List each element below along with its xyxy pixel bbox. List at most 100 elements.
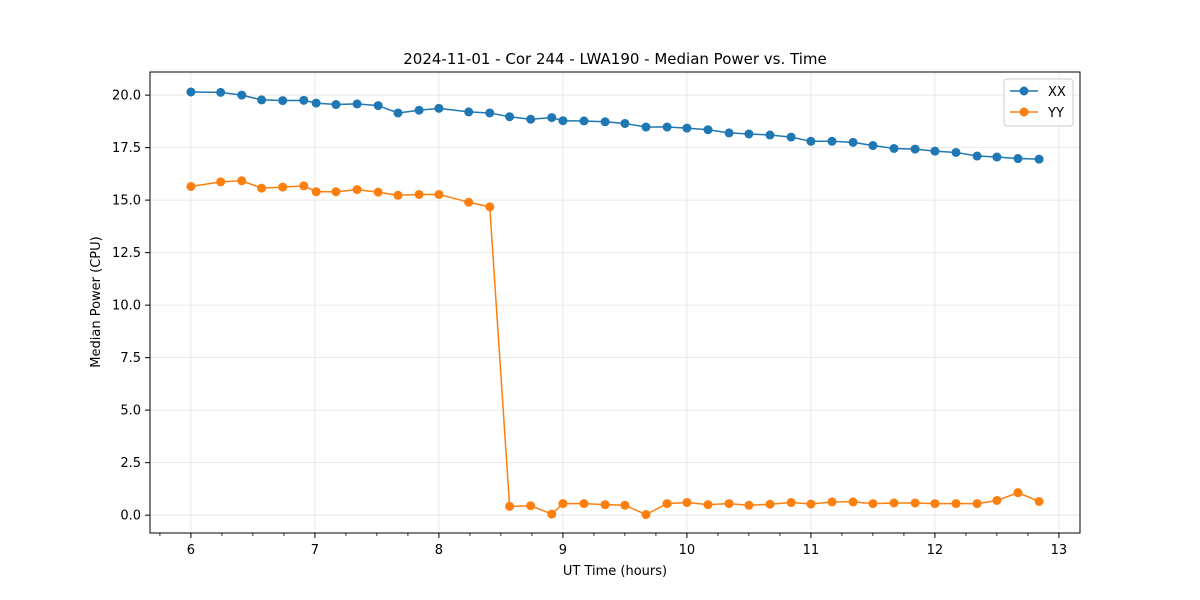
data-point-yy [1013,488,1023,498]
data-point-yy [910,498,920,508]
legend-marker-xx [1019,86,1029,96]
data-point-yy [682,498,692,508]
data-point-xx [526,114,536,124]
legend: XX YY [1003,78,1074,127]
y-tick-label: 12.5 [112,246,141,261]
data-point-xx [216,87,226,97]
data-point-yy [868,499,878,509]
data-point-xx [186,87,196,97]
data-point-yy [237,176,247,186]
data-point-yy [662,499,672,509]
data-point-yy [930,499,940,509]
data-point-yy [744,500,754,510]
data-point-xx [910,144,920,154]
data-point-xx [827,136,837,146]
data-point-xx [393,108,403,118]
y-tick-label: 7.5 [120,351,141,366]
data-point-yy [1034,496,1044,506]
data-point-yy [526,501,536,511]
x-tick-label: 8 [435,543,443,558]
data-point-xx [579,116,589,126]
x-tick-label: 12 [927,543,944,558]
data-point-yy [703,500,713,510]
data-point-yy [972,499,982,509]
data-point-xx [434,103,444,113]
data-point-yy [806,499,816,509]
data-point-yy [827,497,837,507]
data-point-yy [311,187,321,197]
data-point-xx [724,128,734,138]
data-point-xx [848,137,858,147]
data-point-xx [414,105,424,115]
data-point-xx [662,122,672,132]
data-point-yy [373,187,383,197]
x-tick-label: 6 [187,543,195,558]
y-axis-label: Median Power (CPU) [89,236,104,367]
data-point-xx [237,90,247,100]
data-point-yy [216,177,226,187]
series-layer [186,87,1044,520]
data-point-xx [806,136,816,146]
legend-marker-yy [1019,107,1029,117]
data-point-yy [505,501,515,511]
data-point-xx [600,117,610,127]
data-point-xx [558,116,568,126]
data-point-yy [434,189,444,199]
x-tick-label: 7 [311,543,319,558]
data-point-xx [299,95,309,105]
y-tick-label: 10.0 [112,299,141,314]
data-point-xx [331,100,341,110]
data-point-xx [278,96,288,106]
series-line-yy [190,180,1040,516]
chart-title: 2024-11-01 - Cor 244 - LWA190 - Median P… [403,50,827,68]
data-point-xx [930,146,940,156]
data-point-yy [889,498,899,508]
data-point-xx [786,132,796,142]
data-point-yy [299,181,309,191]
data-point-xx [765,130,775,140]
data-point-xx [641,122,651,132]
data-point-yy [992,495,1002,505]
data-point-yy [765,499,775,509]
data-point-xx [951,147,961,157]
data-point-yy [579,499,589,509]
grid-layer [150,72,1080,533]
data-point-xx [311,98,321,108]
data-point-yy [393,190,403,200]
data-point-yy [414,189,424,199]
data-point-xx [744,129,754,139]
data-point-yy [724,499,734,509]
data-point-yy [951,499,961,509]
plot-frame [149,71,1081,534]
data-point-xx [373,101,383,111]
data-point-yy [352,185,362,195]
data-point-xx [547,113,557,123]
data-point-yy [331,187,341,197]
data-point-yy [558,499,568,509]
y-tick-label: 5.0 [120,404,141,419]
tick-layer: 6 7 8 9 10 11 12 13 0.0 2.5 5.0 7.5 10.0 12.5 15.0 17.5… [112,89,1067,558]
data-point-yy [600,500,610,510]
data-point-xx [992,152,1002,162]
x-axis-label: UT Time (hours) [563,564,667,579]
x-tick-label: 9 [559,543,567,558]
data-point-xx [352,99,362,109]
y-tick-label: 20.0 [112,89,141,104]
data-point-yy [186,181,196,191]
data-point-xx [464,107,474,117]
data-point-yy [547,509,557,519]
y-tick-label: 2.5 [120,456,141,471]
x-tick-label: 10 [679,543,696,558]
legend-label-yy: YY [1047,106,1064,121]
data-point-xx [620,118,630,128]
data-point-yy [620,500,630,510]
x-tick-label: 13 [1051,543,1068,558]
data-point-xx [972,151,982,161]
legend-label-xx: XX [1048,85,1066,100]
data-point-xx [868,141,878,151]
data-point-xx [703,125,713,135]
data-point-yy [257,183,267,193]
data-point-yy [278,182,288,192]
